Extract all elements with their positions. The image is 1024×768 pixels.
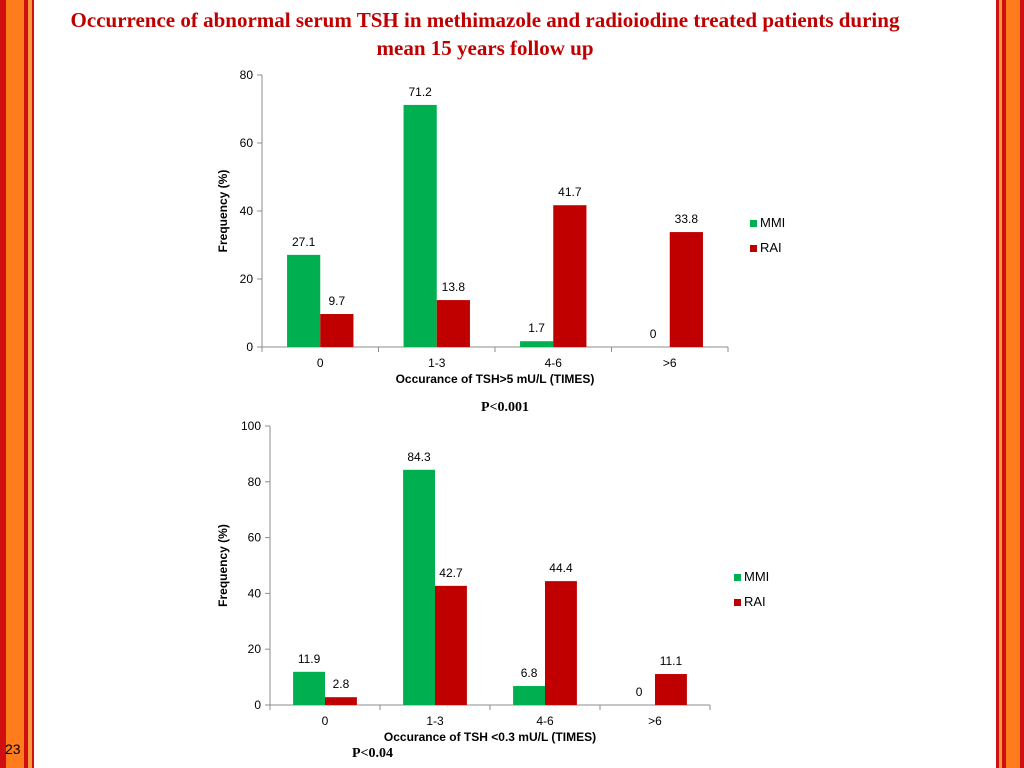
x-tick-label: 4-6 [536,714,554,728]
slide-title: Occurrence of abnormal serum TSH in meth… [70,8,900,60]
y-tick-label: 80 [240,68,254,82]
bar-rai [436,300,470,347]
legend-label-mmi: MMI [744,569,769,584]
y-tick-label: 80 [248,475,262,489]
y-tick-label: 20 [240,272,254,286]
legend-label-mmi: MMI [760,215,785,230]
data-label-mmi: 11.9 [298,652,321,666]
data-label-rai: 33.8 [675,212,699,226]
x-tick-label: >6 [648,714,662,728]
y-tick-label: 40 [240,204,254,218]
bar-mmi [403,469,435,705]
bar-mmi [520,341,554,347]
x-tick-label: 4-6 [545,356,563,370]
bar-mmi [403,104,437,347]
data-label-mmi: 1.7 [528,321,545,335]
p-value-chart-2: P<0.04 [352,746,394,761]
x-tick-label: 1-3 [426,714,444,728]
legend-swatch-rai [750,245,757,252]
y-tick-label: 0 [254,698,261,712]
y-tick-label: 40 [248,586,262,600]
bar-mmi [293,671,325,705]
x-tick-label: 0 [317,356,324,370]
data-label-rai: 11.1 [660,654,683,668]
data-label-mmi: 71.2 [408,85,432,99]
data-label-rai: 2.8 [333,677,350,691]
y-tick-label: 20 [248,642,262,656]
data-label-mmi: 0 [650,327,657,341]
data-label-rai: 41.7 [558,185,582,199]
tsh-high-bar-chart: 0 20 40 60 80 0 1-3 4-6 >6 27.1 71.2 1.7 0 9.7 13.8 41.… [216,68,785,386]
data-label-mmi: 84.3 [407,450,431,464]
x-axis-title: Occurance of TSH>5 mU/L (TIMES) [396,372,595,386]
bar-rai [553,205,587,347]
right-border-decoration [996,0,1024,768]
x-tick-label: 1-3 [428,356,446,370]
bar-mmi [287,254,321,347]
bar-rai [435,585,467,705]
y-tick-label: 60 [240,136,254,150]
y-axis-title: Frequency (%) [216,524,230,607]
data-label-rai: 9.7 [329,294,346,308]
y-tick-label: 100 [241,419,261,433]
legend-label-rai: RAI [744,594,766,609]
legend-swatch-mmi [734,574,741,581]
x-tick-label: 0 [322,714,329,728]
left-border-decoration [0,0,36,768]
x-tick-label: >6 [663,356,677,370]
y-tick-label: 60 [248,531,262,545]
data-label-rai: 13.8 [442,280,466,294]
data-label-mmi: 0 [636,685,643,699]
data-label-rai: 42.7 [439,566,463,580]
bar-rai [669,232,703,347]
page-number: 23 [5,741,21,757]
data-label-mmi: 27.1 [292,235,316,249]
p-value-chart-1: P<0.001 [481,400,530,415]
y-tick-label: 0 [246,340,253,354]
bar-rai [545,581,577,705]
data-label-rai: 44.4 [549,561,573,575]
bar-mmi [513,686,545,705]
bar-rai [320,314,354,347]
legend-swatch-mmi [750,220,757,227]
legend-swatch-rai [734,599,741,606]
data-label-mmi: 6.8 [521,666,538,680]
bar-rai [325,697,357,705]
bar-rai [655,674,687,705]
y-axis-title: Frequency (%) [216,170,230,253]
legend-label-rai: RAI [760,240,782,255]
x-axis-title: Occurance of TSH <0.3 mU/L (TIMES) [384,730,596,744]
